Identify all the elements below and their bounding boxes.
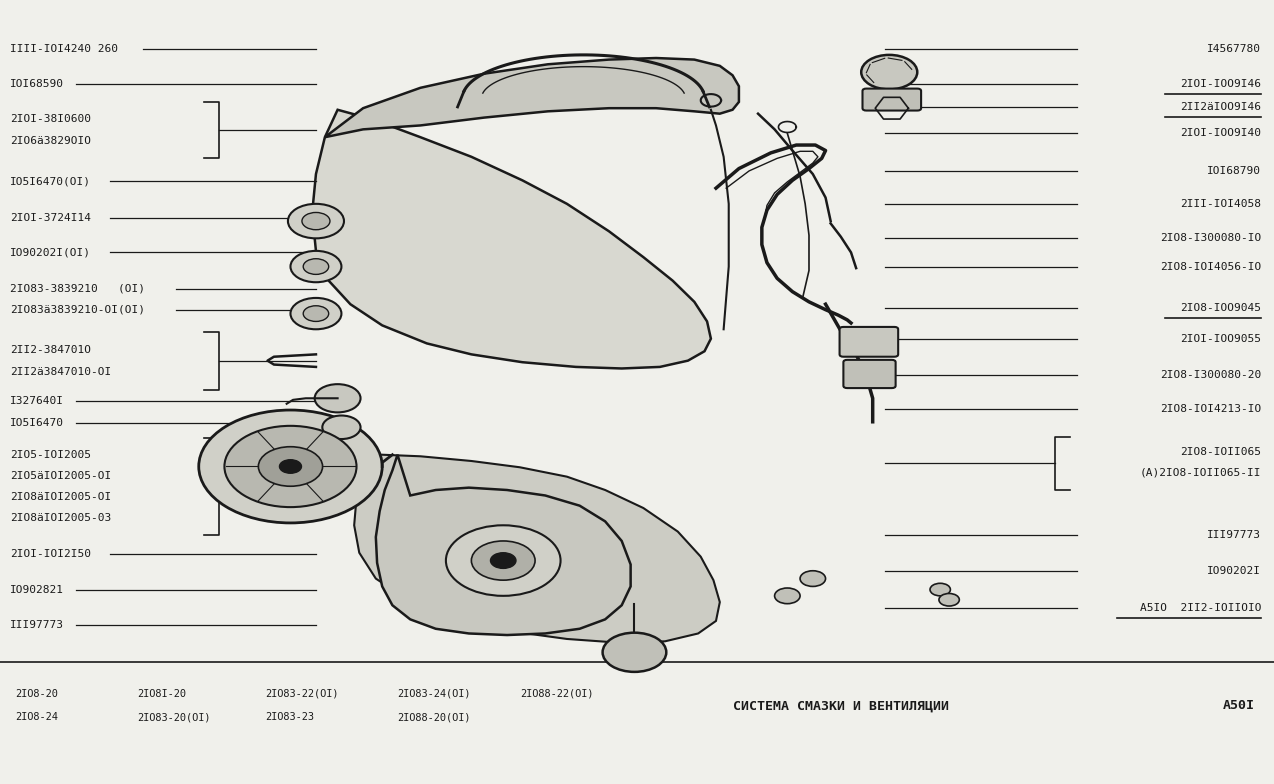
Circle shape [224,426,357,507]
Circle shape [302,212,330,230]
Text: А50I: А50I [1223,699,1255,712]
Text: 2IO8-I300080-20: 2IO8-I300080-20 [1161,370,1261,379]
Polygon shape [376,455,631,635]
Circle shape [259,447,322,486]
Text: 2IO8-I300080-IO: 2IO8-I300080-IO [1161,233,1261,242]
Circle shape [930,583,950,596]
Text: 2IO8-IOI4213-IO: 2IO8-IOI4213-IO [1161,405,1261,414]
Polygon shape [325,58,739,137]
Text: A5IO  2II2-IOIIOIO: A5IO 2II2-IOIIOIO [1140,603,1261,612]
Text: IO902821: IO902821 [10,585,64,594]
Circle shape [288,204,344,238]
Circle shape [279,459,302,474]
Circle shape [603,633,666,672]
Text: IOI68790: IOI68790 [1208,166,1261,176]
Text: 2IO83-23: 2IO83-23 [265,713,313,722]
Circle shape [800,571,826,586]
Text: I327640I: I327640I [10,397,64,406]
Text: IO90202I: IO90202I [1208,566,1261,575]
Text: 2IO8äIOI2005-03: 2IO8äIOI2005-03 [10,514,111,523]
Circle shape [775,588,800,604]
Text: 2IO83-24(OI): 2IO83-24(OI) [397,689,471,699]
Text: 2IOI-38I0600: 2IOI-38I0600 [10,114,92,124]
Circle shape [199,410,382,523]
Circle shape [303,259,329,274]
Text: 2IO6ä3829OIO: 2IO6ä3829OIO [10,136,92,146]
Text: 2II2ä3847010-OI: 2II2ä3847010-OI [10,368,111,377]
Text: 2IO8-24: 2IO8-24 [15,713,59,722]
Text: 2IO8I-20: 2IO8I-20 [138,689,186,699]
Circle shape [490,553,516,568]
Circle shape [471,541,535,580]
Text: III97773: III97773 [10,620,64,630]
Circle shape [446,525,561,596]
Text: 2IO83-20(OI): 2IO83-20(OI) [138,713,211,722]
Text: IIII-IOI4240 260: IIII-IOI4240 260 [10,44,118,53]
Text: 2IOI-IOI2I50: 2IOI-IOI2I50 [10,550,92,559]
Text: 2IO5äIOI2005-OI: 2IO5äIOI2005-OI [10,471,111,481]
Text: IO5I6470(OI): IO5I6470(OI) [10,176,92,186]
Text: III97773: III97773 [1208,530,1261,539]
Text: 2II2-384701O: 2II2-384701O [10,346,92,355]
Text: 2IOI-IOO9055: 2IOI-IOO9055 [1180,334,1261,343]
Circle shape [315,384,361,412]
Text: 2IO83-22(OI): 2IO83-22(OI) [265,689,339,699]
Text: 2IOI-IOO9I46: 2IOI-IOO9I46 [1180,79,1261,89]
Text: 2IO88-20(OI): 2IO88-20(OI) [397,713,471,722]
Text: (A)2IO8-IOII065-II: (A)2IO8-IOII065-II [1140,468,1261,477]
Text: 2IO8-IOII065: 2IO8-IOII065 [1180,448,1261,457]
Text: 2II2äIOO9I46: 2II2äIOO9I46 [1180,102,1261,111]
Text: СИСТЕМА СМАЗКИ И ВЕНТИЛЯЦИИ: СИСТЕМА СМАЗКИ И ВЕНТИЛЯЦИИ [733,699,949,712]
FancyBboxPatch shape [843,360,896,388]
Text: I4567780: I4567780 [1208,44,1261,53]
Text: 2IO8-IOO9045: 2IO8-IOO9045 [1180,303,1261,313]
Text: 2IO83ä3839210-OI(OI): 2IO83ä3839210-OI(OI) [10,305,145,314]
Polygon shape [354,455,720,643]
Text: 2IO5-IOI2005: 2IO5-IOI2005 [10,450,92,459]
Circle shape [939,593,959,606]
Text: IO5I6470: IO5I6470 [10,419,64,428]
FancyBboxPatch shape [840,327,898,357]
Text: 2IOI-3724I14: 2IOI-3724I14 [10,213,92,223]
Text: 2IO8-IOI4056-IO: 2IO8-IOI4056-IO [1161,262,1261,271]
Circle shape [861,55,917,89]
Circle shape [290,298,341,329]
Text: 2IO8äIOI2005-OI: 2IO8äIOI2005-OI [10,492,111,502]
Text: 2IO8-20: 2IO8-20 [15,689,59,699]
Polygon shape [312,110,711,368]
FancyBboxPatch shape [862,89,921,111]
Text: 2IO88-22(OI): 2IO88-22(OI) [520,689,594,699]
Text: IOI68590: IOI68590 [10,79,64,89]
Circle shape [290,251,341,282]
Circle shape [303,306,329,321]
Text: 2IOI-IOO9I40: 2IOI-IOO9I40 [1180,129,1261,138]
Text: 2IO83-3839210   (OI): 2IO83-3839210 (OI) [10,284,145,293]
Text: IO90202I(OI): IO90202I(OI) [10,248,92,257]
Circle shape [322,416,361,439]
Text: 2III-IOI4058: 2III-IOI4058 [1180,199,1261,209]
